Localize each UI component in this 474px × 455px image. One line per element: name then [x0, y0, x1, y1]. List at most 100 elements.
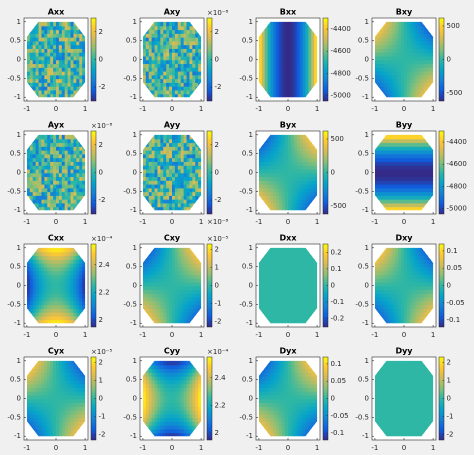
- heatmap-cell: [383, 311, 388, 317]
- heatmap-cell: [61, 161, 66, 166]
- heatmap-cell: [44, 142, 48, 147]
- heatmap-cell: [424, 183, 428, 189]
- heatmap-cell: [296, 315, 301, 321]
- heatmap-cell: [279, 289, 283, 294]
- heatmap-cell: [195, 296, 199, 302]
- heatmap-cell: [290, 289, 295, 294]
- heatmap-cell: [67, 85, 72, 91]
- heatmap-cell: [163, 308, 167, 313]
- heatmap-cell: [267, 142, 272, 147]
- heatmap-cell: [157, 319, 162, 324]
- heatmap-cell: [302, 266, 307, 272]
- heatmap-cell: [305, 176, 310, 181]
- heatmap-cell: [148, 55, 153, 61]
- heatmap-cell: [308, 296, 312, 302]
- heatmap-cell: [380, 44, 385, 49]
- heatmap-cell: [172, 262, 176, 268]
- heatmap-cell: [267, 262, 272, 268]
- heatmap-cell: [276, 187, 280, 193]
- heatmap-cell: [386, 63, 391, 68]
- heatmap-cell: [76, 308, 80, 313]
- heatmap-cell: [174, 25, 179, 31]
- heatmap-cell: [270, 93, 275, 98]
- heatmap-cell: [64, 161, 69, 166]
- heatmap-cell: [41, 146, 46, 151]
- heatmap-cell: [279, 51, 283, 57]
- heatmap-cell: [189, 311, 194, 317]
- heatmap-cell: [389, 40, 394, 46]
- heatmap-cell: [47, 285, 51, 291]
- heatmap-cell: [273, 74, 278, 80]
- heatmap-cell: [151, 142, 156, 147]
- heatmap-cell: [282, 168, 286, 174]
- heatmap-cell: [311, 48, 315, 53]
- heatmap-cell: [41, 262, 46, 268]
- heatmap-cell: [404, 277, 408, 283]
- heatmap-cell: [415, 48, 420, 53]
- heatmap-cell: [29, 255, 34, 260]
- heatmap-cell: [189, 44, 194, 49]
- heatmap-cell: [293, 255, 298, 260]
- heatmap-cell: [374, 51, 379, 57]
- heatmap-cell: [58, 195, 63, 200]
- heatmap-cell: [44, 187, 48, 193]
- heatmap-cell: [35, 89, 40, 95]
- heatmap-cell: [79, 274, 83, 279]
- heatmap-cell: [285, 172, 289, 178]
- heatmap-cell: [58, 315, 63, 321]
- heatmap-cell: [302, 44, 307, 49]
- heatmap-cell: [61, 296, 66, 302]
- heatmap-cell: [26, 187, 31, 193]
- heatmap-cell: [177, 146, 182, 151]
- heatmap-cell: [415, 195, 420, 200]
- heatmap-cell: [404, 191, 408, 196]
- heatmap-cell: [267, 51, 272, 57]
- heatmap-cell: [395, 259, 399, 264]
- heatmap-cell: [32, 289, 37, 294]
- heatmap-cell: [293, 277, 298, 283]
- heatmap-cell: [189, 36, 194, 42]
- heatmap-cell: [290, 29, 295, 34]
- heatmap-cell: [145, 51, 150, 57]
- heatmap-cell: [183, 259, 188, 264]
- heatmap-cell: [70, 29, 75, 34]
- heatmap-cell: [299, 89, 304, 95]
- heatmap-cell: [377, 67, 382, 72]
- heatmap-cell: [290, 300, 295, 306]
- heatmap-cell: [293, 176, 298, 181]
- heatmap-cell: [404, 157, 408, 162]
- heatmap-cell: [157, 93, 162, 98]
- heatmap-cell: [61, 304, 66, 309]
- heatmap-cell: [401, 93, 405, 98]
- heatmap-cell: [270, 70, 275, 76]
- heatmap-cell: [409, 82, 414, 87]
- heatmap-cell: [296, 180, 301, 185]
- heatmap-cell: [41, 198, 46, 204]
- heatmap-cell: [279, 153, 283, 159]
- heatmap-cell: [276, 89, 280, 95]
- heatmap-cell: [383, 176, 388, 181]
- heatmap: [374, 247, 434, 324]
- heatmap-cell: [166, 55, 170, 61]
- heatmap-cell: [64, 33, 69, 38]
- heatmap-cell: [311, 40, 315, 46]
- heatmap-cell: [198, 300, 202, 306]
- heatmap-cell: [279, 195, 283, 200]
- heatmap-cell: [261, 44, 266, 49]
- heatmap-cell: [154, 55, 159, 61]
- heatmap-cell: [305, 40, 310, 46]
- heatmap-cell: [314, 74, 318, 80]
- heatmap-cell: [70, 59, 75, 65]
- heatmap-cell: [50, 247, 54, 253]
- heatmap-cell: [392, 285, 396, 291]
- heatmap-cell: [56, 21, 60, 27]
- heatmap-cell: [395, 55, 399, 61]
- heatmap-cell: [50, 183, 54, 189]
- heatmap-cell: [145, 270, 150, 275]
- colorbar-exponent: ×10⁻⁸: [207, 9, 228, 17]
- heatmap-cell: [174, 146, 179, 151]
- heatmap-cell: [183, 48, 188, 53]
- heatmap-cell: [195, 164, 199, 170]
- heatmap-cell: [398, 36, 402, 42]
- heatmap-cell: [314, 281, 318, 287]
